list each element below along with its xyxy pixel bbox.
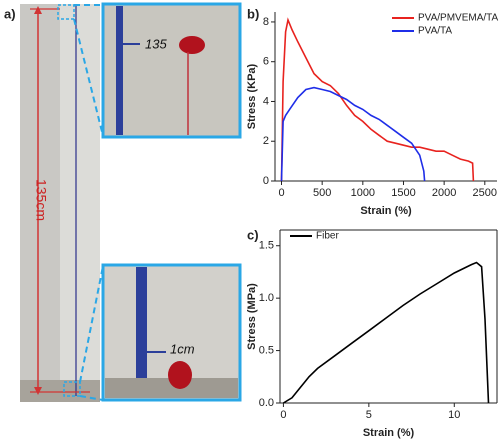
inset <box>101 2 242 139</box>
weight <box>168 361 192 389</box>
y-tick-label: 4 <box>263 95 269 107</box>
x-tick-label: 2500 <box>473 187 497 199</box>
zoom-box <box>63 381 81 397</box>
panel-label: b) <box>247 6 259 21</box>
length-label: 135cm <box>33 179 49 221</box>
handwritten-label: 1cm <box>170 341 195 356</box>
y-tick-label: 1.5 <box>259 240 274 252</box>
weight <box>179 36 205 54</box>
y-tick-label: 0.5 <box>259 344 274 356</box>
x-axis-label: Strain (%) <box>360 205 412 217</box>
panel-label: c) <box>247 227 259 242</box>
photo-wall <box>60 4 100 402</box>
data-line <box>282 261 490 404</box>
x-axis-label: Strain (%) <box>363 427 415 439</box>
x-tick-label: 1500 <box>391 187 415 199</box>
y-tick-label: 8 <box>263 16 269 28</box>
x-tick-label: 2000 <box>432 187 456 199</box>
arrow-head <box>34 6 42 14</box>
fiber <box>116 6 123 135</box>
x-tick-label: 10 <box>448 409 460 421</box>
y-tick-label: 0 <box>263 175 269 187</box>
y-tick-label: 2 <box>263 135 269 147</box>
x-tick-label: 1000 <box>351 187 375 199</box>
zoom-line <box>79 395 104 401</box>
data-line <box>280 86 426 182</box>
photo: 135cm 135 1cm <box>20 2 242 402</box>
y-axis-label: Stress (KPa) <box>246 63 258 129</box>
zoom-box <box>57 4 75 20</box>
x-tick-label: 500 <box>313 187 331 199</box>
handwritten-label: 135 <box>145 36 167 51</box>
y-axis-label: Stress (MPa) <box>246 283 258 350</box>
x-tick-label: 0 <box>280 409 286 421</box>
x-tick-label: 0 <box>278 187 284 199</box>
panel-label: a) <box>4 6 16 21</box>
y-tick-label: 0.0 <box>259 397 274 409</box>
arrow-head <box>34 387 42 395</box>
zoom-line <box>73 18 104 137</box>
legend-label: Fiber <box>316 231 339 242</box>
legend-label: PVA/PMVEMA/TA <box>418 13 499 24</box>
data-line <box>280 17 475 182</box>
y-tick-label: 6 <box>263 56 269 68</box>
x-tick-label: 5 <box>366 409 372 421</box>
photo-floor <box>20 380 100 402</box>
legend-label: PVA/TA <box>418 26 452 37</box>
fiber <box>136 267 147 378</box>
floor <box>105 378 238 398</box>
y-tick-label: 1.0 <box>259 292 274 304</box>
